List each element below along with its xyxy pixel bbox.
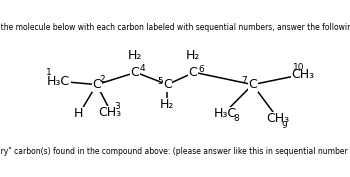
Text: Based on the molecule below with each carbon labeled with sequential numbers, an: Based on the molecule below with each ca… <box>0 23 350 32</box>
Text: CH₃: CH₃ <box>291 68 314 81</box>
Text: C: C <box>248 78 257 91</box>
Text: C: C <box>189 66 197 79</box>
Text: C: C <box>92 78 101 91</box>
Text: 7: 7 <box>241 76 247 85</box>
Text: 2: 2 <box>99 75 105 84</box>
Text: 5: 5 <box>157 77 163 86</box>
Text: 1: 1 <box>46 68 52 77</box>
Text: 9: 9 <box>281 121 287 130</box>
Text: 4: 4 <box>140 64 146 73</box>
Text: H₂: H₂ <box>186 49 200 62</box>
Text: H₃C: H₃C <box>214 107 237 120</box>
Text: 6: 6 <box>198 65 204 74</box>
Text: H: H <box>74 107 83 120</box>
Text: H₃C: H₃C <box>47 75 70 88</box>
Text: H₂: H₂ <box>127 50 142 62</box>
Text: CH₃: CH₃ <box>99 106 122 119</box>
Text: List the "Quaternary" carbon(s) found in the compound above: (please answer like: List the "Quaternary" carbon(s) found in… <box>0 147 350 156</box>
Text: 3: 3 <box>114 102 120 111</box>
Text: H₂: H₂ <box>160 98 174 111</box>
Text: CH₃: CH₃ <box>266 112 289 125</box>
Text: C: C <box>163 78 172 91</box>
Text: 8: 8 <box>233 113 239 122</box>
Text: 10: 10 <box>293 63 304 72</box>
Text: C: C <box>130 66 139 79</box>
